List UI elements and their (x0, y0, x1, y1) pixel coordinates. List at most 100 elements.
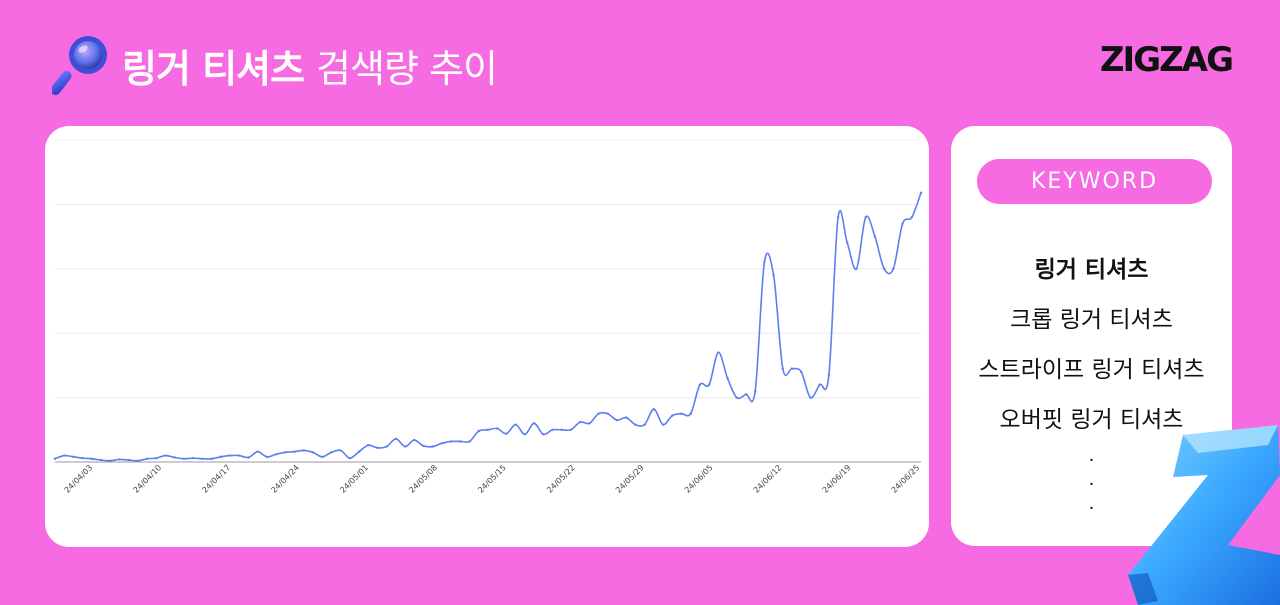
data-point (90, 457, 94, 460)
data-point (357, 450, 361, 453)
x-tick-label: 24/06/12 (752, 463, 784, 495)
data-point (551, 428, 554, 431)
data-point (348, 456, 352, 460)
data-point (532, 422, 536, 425)
data-point (514, 423, 517, 426)
data-point (542, 433, 545, 436)
data-point (155, 456, 158, 460)
data-point (477, 429, 480, 433)
data-point (569, 428, 573, 431)
data-point (403, 445, 407, 448)
data-point (726, 377, 729, 380)
data-point (293, 450, 296, 453)
data-point (459, 440, 462, 443)
data-point (671, 414, 674, 417)
keyword-card: KEYWORD 링거 티셔츠 크롭 링거 티셔츠 스트라이프 링거 티셔츠 오버… (951, 126, 1232, 546)
data-point (182, 457, 186, 460)
data-point (81, 456, 84, 460)
x-tick-label: 24/04/03 (63, 463, 95, 495)
data-point (330, 451, 333, 454)
data-point (376, 446, 379, 450)
ellipsis-dot: . (1088, 469, 1095, 490)
page-subtitle: 검색량 추이 (316, 46, 498, 91)
data-point (910, 216, 913, 219)
data-point (523, 433, 527, 436)
x-tick-label: 24/04/17 (200, 463, 232, 495)
data-point (109, 459, 112, 462)
data-point (63, 454, 66, 457)
data-point (238, 454, 241, 457)
data-point (219, 455, 223, 459)
keyword-item[interactable]: 크롭 링거 티셔츠 (1010, 307, 1173, 333)
ellipsis-dot: . (1088, 445, 1095, 466)
data-point (698, 383, 702, 386)
data-point (118, 458, 121, 461)
x-tick-label: 24/04/24 (269, 463, 301, 495)
data-point (864, 216, 867, 219)
data-point (496, 427, 499, 430)
keyword-ellipsis: . . . (951, 444, 1232, 516)
x-tick-label: 24/04/10 (132, 463, 164, 495)
data-point (127, 458, 130, 462)
data-point (394, 437, 398, 441)
data-point (505, 432, 508, 435)
data-point (781, 367, 785, 370)
keyword-item[interactable]: 오버핏 링거 티셔츠 (999, 407, 1184, 433)
data-point (136, 459, 140, 462)
x-tick-label: 24/06/25 (890, 463, 922, 495)
data-point (643, 423, 646, 426)
data-point (210, 457, 213, 460)
data-point (855, 267, 858, 270)
data-point (846, 241, 849, 245)
data-point (892, 267, 895, 270)
data-point (367, 444, 370, 447)
data-point (560, 428, 563, 431)
ellipsis-dot: . (1088, 493, 1095, 514)
data-point (919, 191, 923, 195)
data-point (247, 456, 250, 459)
data-point (901, 222, 904, 225)
data-point (578, 420, 582, 424)
data-point (274, 453, 278, 456)
keyword-item[interactable]: 스트라이프 링거 티셔츠 (978, 357, 1205, 383)
data-point (265, 455, 269, 459)
data-point (302, 449, 305, 452)
data-point (256, 450, 259, 453)
data-point (634, 423, 637, 426)
data-point (72, 455, 75, 459)
keyword-item[interactable]: 링거 티셔츠 (1034, 257, 1149, 283)
data-point (680, 412, 683, 415)
data-point (615, 418, 619, 422)
data-point (449, 440, 453, 443)
data-point (173, 456, 176, 459)
x-tick-label: 24/06/05 (683, 463, 715, 495)
x-tick-label: 24/05/01 (338, 463, 370, 495)
data-point (431, 445, 434, 448)
data-point (735, 396, 738, 399)
data-point (717, 351, 720, 354)
data-point (873, 235, 877, 238)
data-point (284, 451, 287, 454)
data-point (818, 383, 821, 386)
data-point (763, 261, 766, 264)
data-point (339, 449, 342, 452)
line-chart: 24/04/03 24/04/10 24/04/17 24/04/24 24/05/01… (53, 139, 923, 495)
data-point (882, 267, 886, 270)
x-tick-label: 24/05/15 (476, 463, 508, 495)
x-tick-label: 24/05/08 (407, 463, 439, 495)
chart-card: 24/04/03 24/04/10 24/04/17 24/04/24 24/05/01… (45, 126, 929, 547)
data-point (606, 412, 609, 415)
series-line (54, 192, 922, 462)
data-point (486, 428, 490, 431)
data-point (772, 274, 775, 277)
page-title: 링거 티셔츠 (122, 46, 305, 91)
data-point (753, 389, 757, 393)
data-point (588, 422, 591, 425)
data-point (744, 393, 748, 396)
page-header: 링거 티셔츠 검색량 추이 (52, 30, 498, 100)
data-point (624, 416, 628, 419)
data-point (99, 458, 103, 462)
data-point (311, 451, 315, 454)
data-point (661, 423, 665, 426)
data-point (809, 396, 812, 399)
